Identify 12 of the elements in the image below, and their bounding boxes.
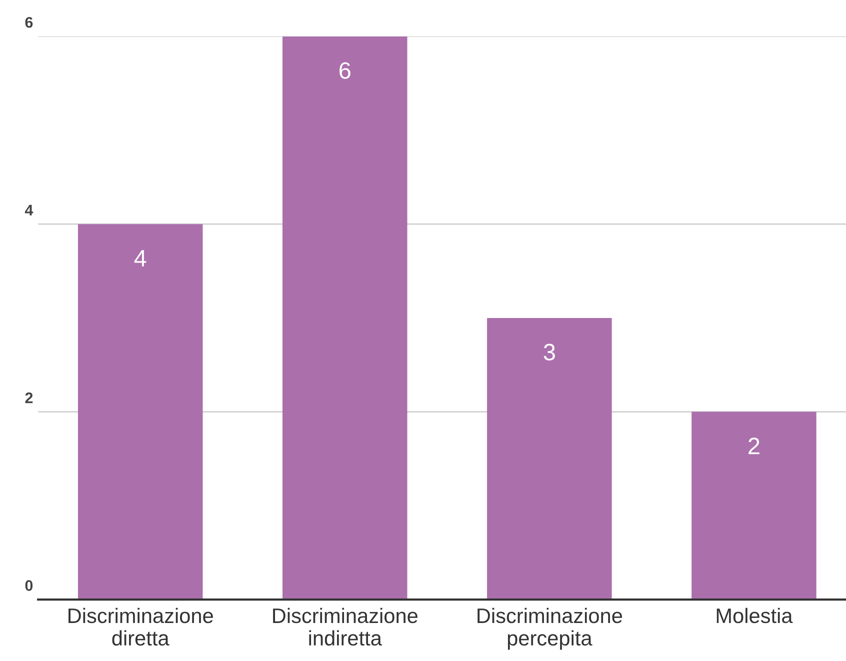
x-tick-label: Discriminazione percepita xyxy=(478,608,622,650)
y-tick-label: 4 xyxy=(24,204,34,216)
data-label: 3 xyxy=(544,344,555,360)
data-label: 2 xyxy=(748,438,760,454)
y-tick-label: 6 xyxy=(25,16,33,28)
x-tick-label: Discriminazione indiretta xyxy=(273,608,418,646)
x-tick-label: Molestia xyxy=(716,608,793,624)
data-label: 4 xyxy=(134,250,146,266)
y-tick-label: 2 xyxy=(25,392,33,404)
data-label: 6 xyxy=(340,62,350,79)
y-tick-label: 0 xyxy=(25,580,33,591)
x-tick-label: Discriminazione diretta xyxy=(68,608,213,646)
